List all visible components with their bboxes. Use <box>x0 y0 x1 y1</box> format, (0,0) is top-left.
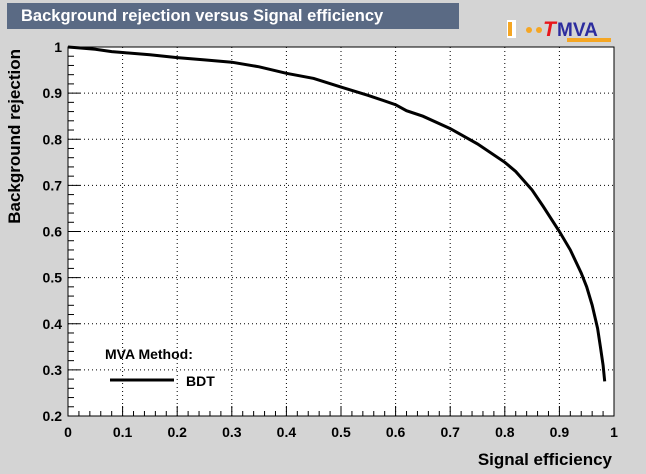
chart-title-box: Background rejection versus Signal effic… <box>7 3 459 29</box>
legend-label-bdt: BDT <box>186 373 215 389</box>
x-tick-label: 0.9 <box>550 424 570 440</box>
x-tick-label: 0.7 <box>440 424 460 440</box>
tmva-logo: T MVA <box>507 18 611 42</box>
logo-underline <box>567 38 611 42</box>
y-tick-label: 0.5 <box>43 270 63 286</box>
chart-title: Background rejection versus Signal effic… <box>21 6 384 25</box>
logo-accent-bar <box>508 22 512 36</box>
x-tick-label: 0.1 <box>113 424 133 440</box>
x-tick-label: 0.6 <box>386 424 406 440</box>
logo-dot-icon <box>536 27 542 33</box>
x-axis-ticks: 0 0.1 0.2 0.3 0.4 0.5 0.6 0.7 0.8 0.9 1 <box>64 406 618 440</box>
y-tick-label: 0.2 <box>43 408 63 424</box>
y-tick-label: 1 <box>54 39 62 55</box>
x-tick-label: 0.8 <box>495 424 515 440</box>
logo-t-letter: T <box>543 18 558 41</box>
y-tick-label: 0.9 <box>43 85 63 101</box>
legend-heading: MVA Method: <box>105 346 193 362</box>
x-tick-label: 0.2 <box>167 424 187 440</box>
x-tick-label: 0.5 <box>331 424 351 440</box>
y-tick-label: 0.6 <box>43 224 63 240</box>
x-axis-label: Signal efficiency <box>478 450 613 469</box>
x-tick-label: 0.3 <box>222 424 242 440</box>
x-tick-label: 0 <box>64 424 72 440</box>
x-tick-label: 0.4 <box>277 424 297 440</box>
y-tick-label: 0.3 <box>43 362 63 378</box>
y-tick-label: 0.4 <box>43 316 63 332</box>
logo-dot-icon <box>526 27 532 33</box>
y-axis-ticks: 0.2 0.3 0.4 0.5 0.6 0.7 0.8 0.9 1 <box>43 39 80 424</box>
logo-mva-text: MVA <box>557 20 598 41</box>
y-tick-label: 0.7 <box>43 177 63 193</box>
y-axis-label: Background rejection <box>5 49 24 224</box>
x-tick-label: 1 <box>610 424 618 440</box>
series-line-bdt <box>67 45 607 382</box>
y-tick-label: 0.8 <box>43 131 63 147</box>
